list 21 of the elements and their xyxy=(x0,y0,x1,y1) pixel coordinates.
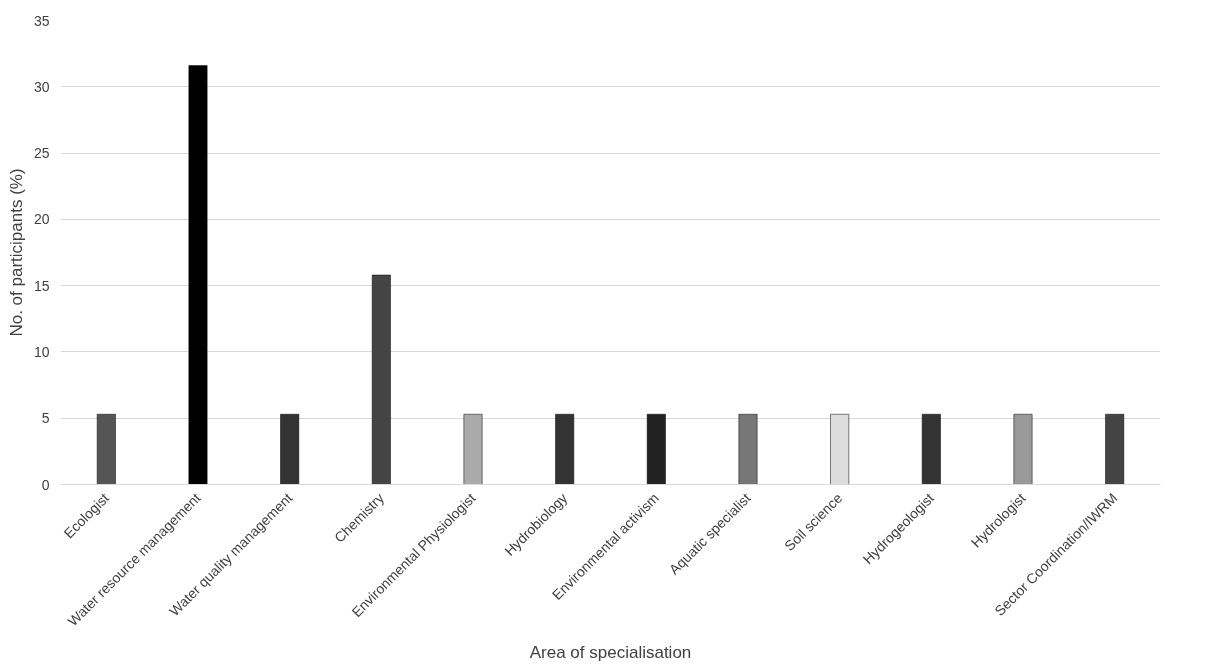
y-tick-label: 35 xyxy=(33,12,50,29)
bar xyxy=(738,413,758,485)
y-tick-label: 20 xyxy=(33,211,50,228)
bar xyxy=(280,413,300,485)
bar xyxy=(1013,413,1033,485)
y-tick-label: 5 xyxy=(41,410,50,427)
bar xyxy=(555,413,575,485)
x-axis-title: Area of specialisation xyxy=(529,642,692,662)
bar xyxy=(463,413,483,485)
bar xyxy=(96,413,116,485)
bar xyxy=(188,65,208,485)
y-tick-label: 30 xyxy=(33,78,50,95)
bar xyxy=(371,274,391,485)
y-axis-title: No. of participants (%) xyxy=(6,168,26,337)
y-tick-label: 25 xyxy=(33,145,50,162)
bar xyxy=(921,413,941,485)
bar xyxy=(1105,413,1125,485)
y-tick-label: 0 xyxy=(41,476,50,493)
y-tick-label: 10 xyxy=(33,343,50,360)
bar xyxy=(646,413,666,485)
y-tick-label: 15 xyxy=(33,277,50,294)
